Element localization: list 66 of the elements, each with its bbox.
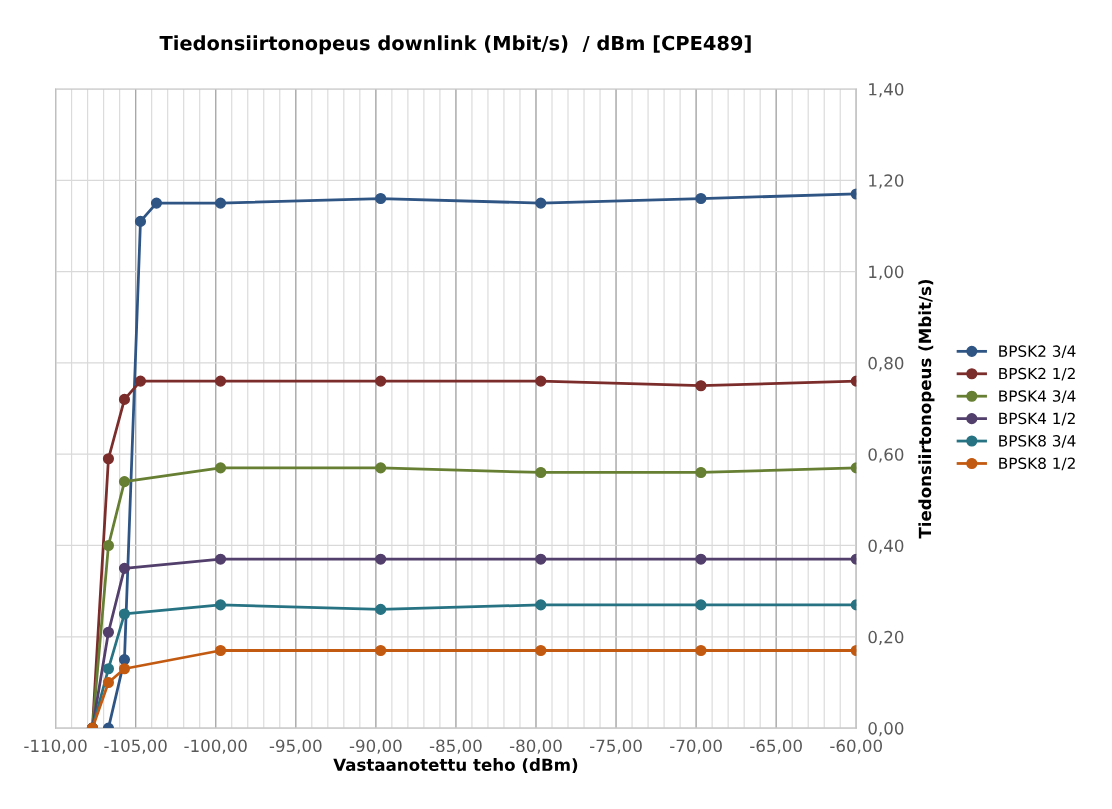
point [535, 553, 547, 565]
point [214, 599, 227, 611]
x-tick-label: -95,00 [269, 739, 322, 754]
x-tick-label: -110,00 [24, 739, 87, 754]
point [102, 626, 114, 638]
chart-title: Tiedonsiirtonopeus downlink (Mbit/s) / dBm [CPE489] [159, 35, 751, 55]
x-tick-label: -60,00 [830, 739, 882, 754]
y-tick-label: 0,60 [868, 448, 904, 463]
point [695, 599, 707, 611]
y-tick-label: 0,80 [868, 356, 904, 372]
x-axis-title: Vastaanotettu teho (dBm) [333, 758, 578, 773]
legend-label: BPSK8 1/2 [999, 457, 1075, 471]
x-tick-label: -70,00 [670, 739, 722, 754]
x-tick-label: -105,00 [104, 739, 167, 754]
point [118, 393, 131, 405]
point [375, 192, 387, 205]
legend-label: BPSK4 1/2 [999, 412, 1075, 426]
point [375, 462, 387, 474]
x-tick-label: -75,00 [590, 739, 642, 754]
point [375, 644, 387, 657]
point [214, 375, 227, 387]
point [118, 663, 131, 675]
y-axis-title: Tiedonsiirtonopeus (Mbit/s) [918, 279, 935, 539]
point [375, 553, 387, 565]
point [695, 644, 707, 657]
legend-label: BPSK8 3/4 [999, 435, 1076, 448]
point [535, 375, 547, 387]
x-tick-label: -80,00 [509, 739, 562, 754]
x-tick-label: -90,00 [349, 739, 402, 754]
point [535, 197, 547, 209]
x-tick-label: -85,00 [429, 739, 482, 754]
legend-label: BPSK2 3/4 [999, 345, 1076, 359]
x-tick-label: -100,00 [184, 739, 247, 754]
point [535, 599, 547, 611]
point [102, 453, 114, 465]
y-tick-label: 0,40 [868, 539, 904, 554]
point [134, 215, 147, 227]
point [118, 654, 131, 666]
point [102, 663, 114, 675]
point [214, 197, 227, 209]
point [695, 192, 707, 205]
y-tick-label: 1,00 [869, 265, 904, 280]
point [118, 608, 131, 620]
point [214, 553, 227, 565]
point [102, 676, 114, 689]
point [375, 375, 387, 387]
point [150, 197, 163, 209]
y-tick-label: 0,20 [868, 630, 904, 646]
point [535, 466, 547, 479]
legend-label: BPSK4 3/4 [999, 390, 1076, 403]
legend-label: BPSK2 1/2 [999, 367, 1075, 381]
point [695, 553, 707, 565]
point [375, 603, 387, 615]
point [102, 539, 114, 552]
point [134, 375, 147, 387]
point [695, 380, 707, 392]
point [118, 476, 131, 488]
point [118, 562, 131, 574]
y-tick-label: 0,00 [868, 722, 904, 737]
x-tick-label: -65,00 [750, 739, 802, 754]
point [535, 644, 547, 657]
y-tick-label: 1,40 [869, 82, 904, 98]
point [214, 462, 227, 474]
point [214, 644, 227, 657]
point [695, 466, 707, 479]
y-tick-label: 1,20 [869, 174, 904, 189]
